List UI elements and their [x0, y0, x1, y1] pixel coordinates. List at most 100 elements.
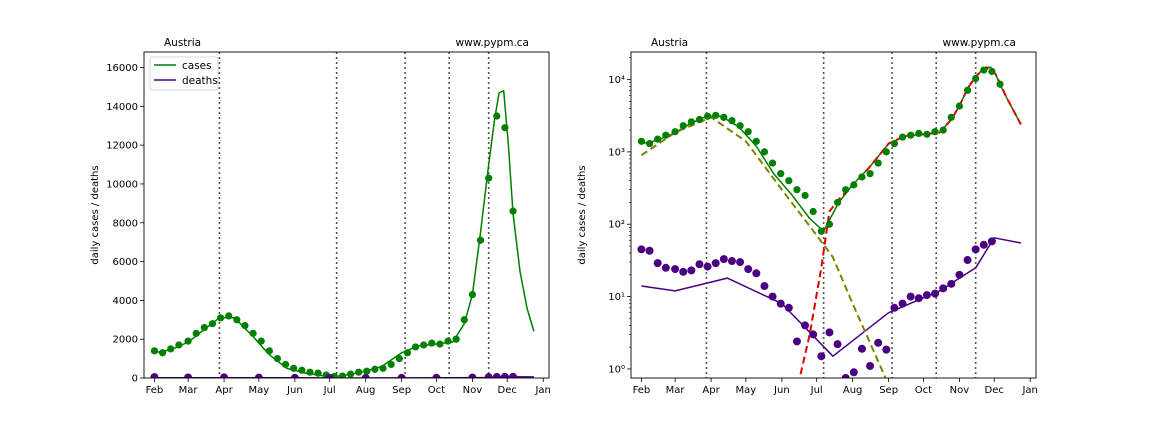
marker-cases [785, 177, 793, 185]
y-tick-label: 12000 [106, 141, 138, 152]
marker-cases [882, 148, 890, 156]
marker-cases [817, 227, 825, 235]
marker-cases [736, 122, 744, 130]
marker-cases [298, 366, 306, 374]
marker-cases [809, 207, 817, 216]
marker-cases [988, 67, 996, 76]
x-tick-label: Feb [633, 385, 651, 396]
marker-deaths [849, 368, 858, 377]
marker-cases [662, 131, 670, 139]
marker-cases [379, 364, 387, 372]
marker-cases [833, 198, 842, 207]
x-tick-label: Oct [915, 385, 932, 396]
x-tick-label: Mar [179, 385, 199, 396]
right-panel-title: Austria [651, 37, 688, 49]
marker-cases [216, 314, 225, 322]
marker-deaths [947, 279, 956, 288]
x-tick-label: Sep [879, 385, 898, 396]
marker-cases [637, 137, 646, 145]
marker-deaths [703, 262, 712, 271]
marker-cases [200, 323, 208, 332]
marker-cases [752, 137, 760, 145]
marker-deaths [817, 352, 826, 361]
y-tick-label: 14000 [106, 102, 138, 113]
marker-cases [387, 360, 395, 369]
marker-deaths [890, 303, 899, 312]
marker-cases [654, 135, 662, 143]
marker-cases [460, 316, 468, 324]
marker-cases [825, 220, 834, 228]
y-tick-label: 10⁰ [608, 364, 625, 375]
marker-cases [793, 186, 801, 194]
x-tick-label: Jan [1021, 385, 1037, 396]
marker-deaths [637, 245, 646, 254]
marker-deaths [736, 258, 745, 267]
x-tick-label: Mar [666, 385, 686, 396]
marker-deaths [744, 265, 753, 274]
marker-deaths [361, 373, 370, 378]
y-tick-label: 4000 [113, 296, 138, 307]
marker-deaths [719, 255, 728, 264]
marker-deaths [184, 373, 193, 378]
marker-cases [395, 354, 403, 363]
marker-deaths [484, 373, 493, 378]
marker-cases [468, 290, 477, 299]
marker-deaths [963, 256, 972, 265]
marker-deaths [653, 259, 662, 268]
marker-deaths [914, 294, 923, 303]
marker-cases [939, 126, 947, 134]
marker-deaths [760, 282, 769, 291]
marker-cases [233, 316, 241, 324]
marker-cases [355, 368, 363, 376]
marker-deaths [882, 345, 891, 354]
marker-cases [931, 128, 939, 136]
x-tick-label: Apr [702, 385, 720, 396]
marker-deaths [857, 344, 866, 353]
marker-cases [947, 113, 955, 121]
x-tick-label: May [249, 385, 270, 396]
marker-cases [760, 148, 769, 156]
marker-cases [225, 312, 233, 320]
marker-cases [963, 86, 972, 94]
marker-deaths [906, 292, 915, 301]
marker-deaths [776, 299, 785, 308]
left-y-axis: 0 2000 4000 6000 8000 10000 12000 14000 16000 [106, 63, 144, 385]
left-x-axis: Feb Mar Apr May Jun Jul Aug Sep Oct Nov Dec Jan [146, 378, 551, 396]
marker-cases [980, 66, 988, 74]
marker-cases [777, 170, 785, 178]
marker-cases [898, 133, 907, 141]
marker-deaths [671, 265, 680, 274]
x-tick-label: May [736, 385, 757, 396]
marker-cases [671, 128, 679, 136]
marker-cases [265, 347, 273, 355]
marker-cases [695, 115, 704, 124]
x-tick-label: Jul [323, 385, 336, 396]
marker-deaths [645, 246, 654, 255]
marker-cases [428, 339, 436, 347]
right-series [637, 66, 1022, 378]
marker-cases [703, 112, 712, 120]
marker-deaths [727, 257, 736, 266]
marker-cases [907, 131, 915, 139]
marker-cases [338, 372, 347, 378]
marker-cases [858, 173, 866, 181]
marker-cases [175, 341, 183, 349]
marker-cases [436, 340, 444, 348]
marker-deaths [922, 291, 931, 300]
marker-deaths [898, 299, 907, 308]
marker-cases [452, 335, 460, 343]
marker-cases [509, 207, 517, 215]
y-tick-label: 10² [608, 220, 625, 231]
marker-deaths [397, 373, 406, 378]
marker-cases [241, 322, 249, 330]
x-tick-label: Dec [985, 385, 1004, 396]
left-y-axis-label: daily cases / deaths [90, 165, 101, 264]
marker-deaths [833, 340, 842, 349]
marker-deaths [695, 260, 704, 269]
marker-deaths [931, 289, 940, 298]
marker-cases [842, 186, 850, 194]
marker-cases [866, 170, 874, 178]
marker-cases [493, 112, 501, 120]
marker-deaths [254, 373, 263, 378]
marker-deaths [825, 328, 834, 337]
